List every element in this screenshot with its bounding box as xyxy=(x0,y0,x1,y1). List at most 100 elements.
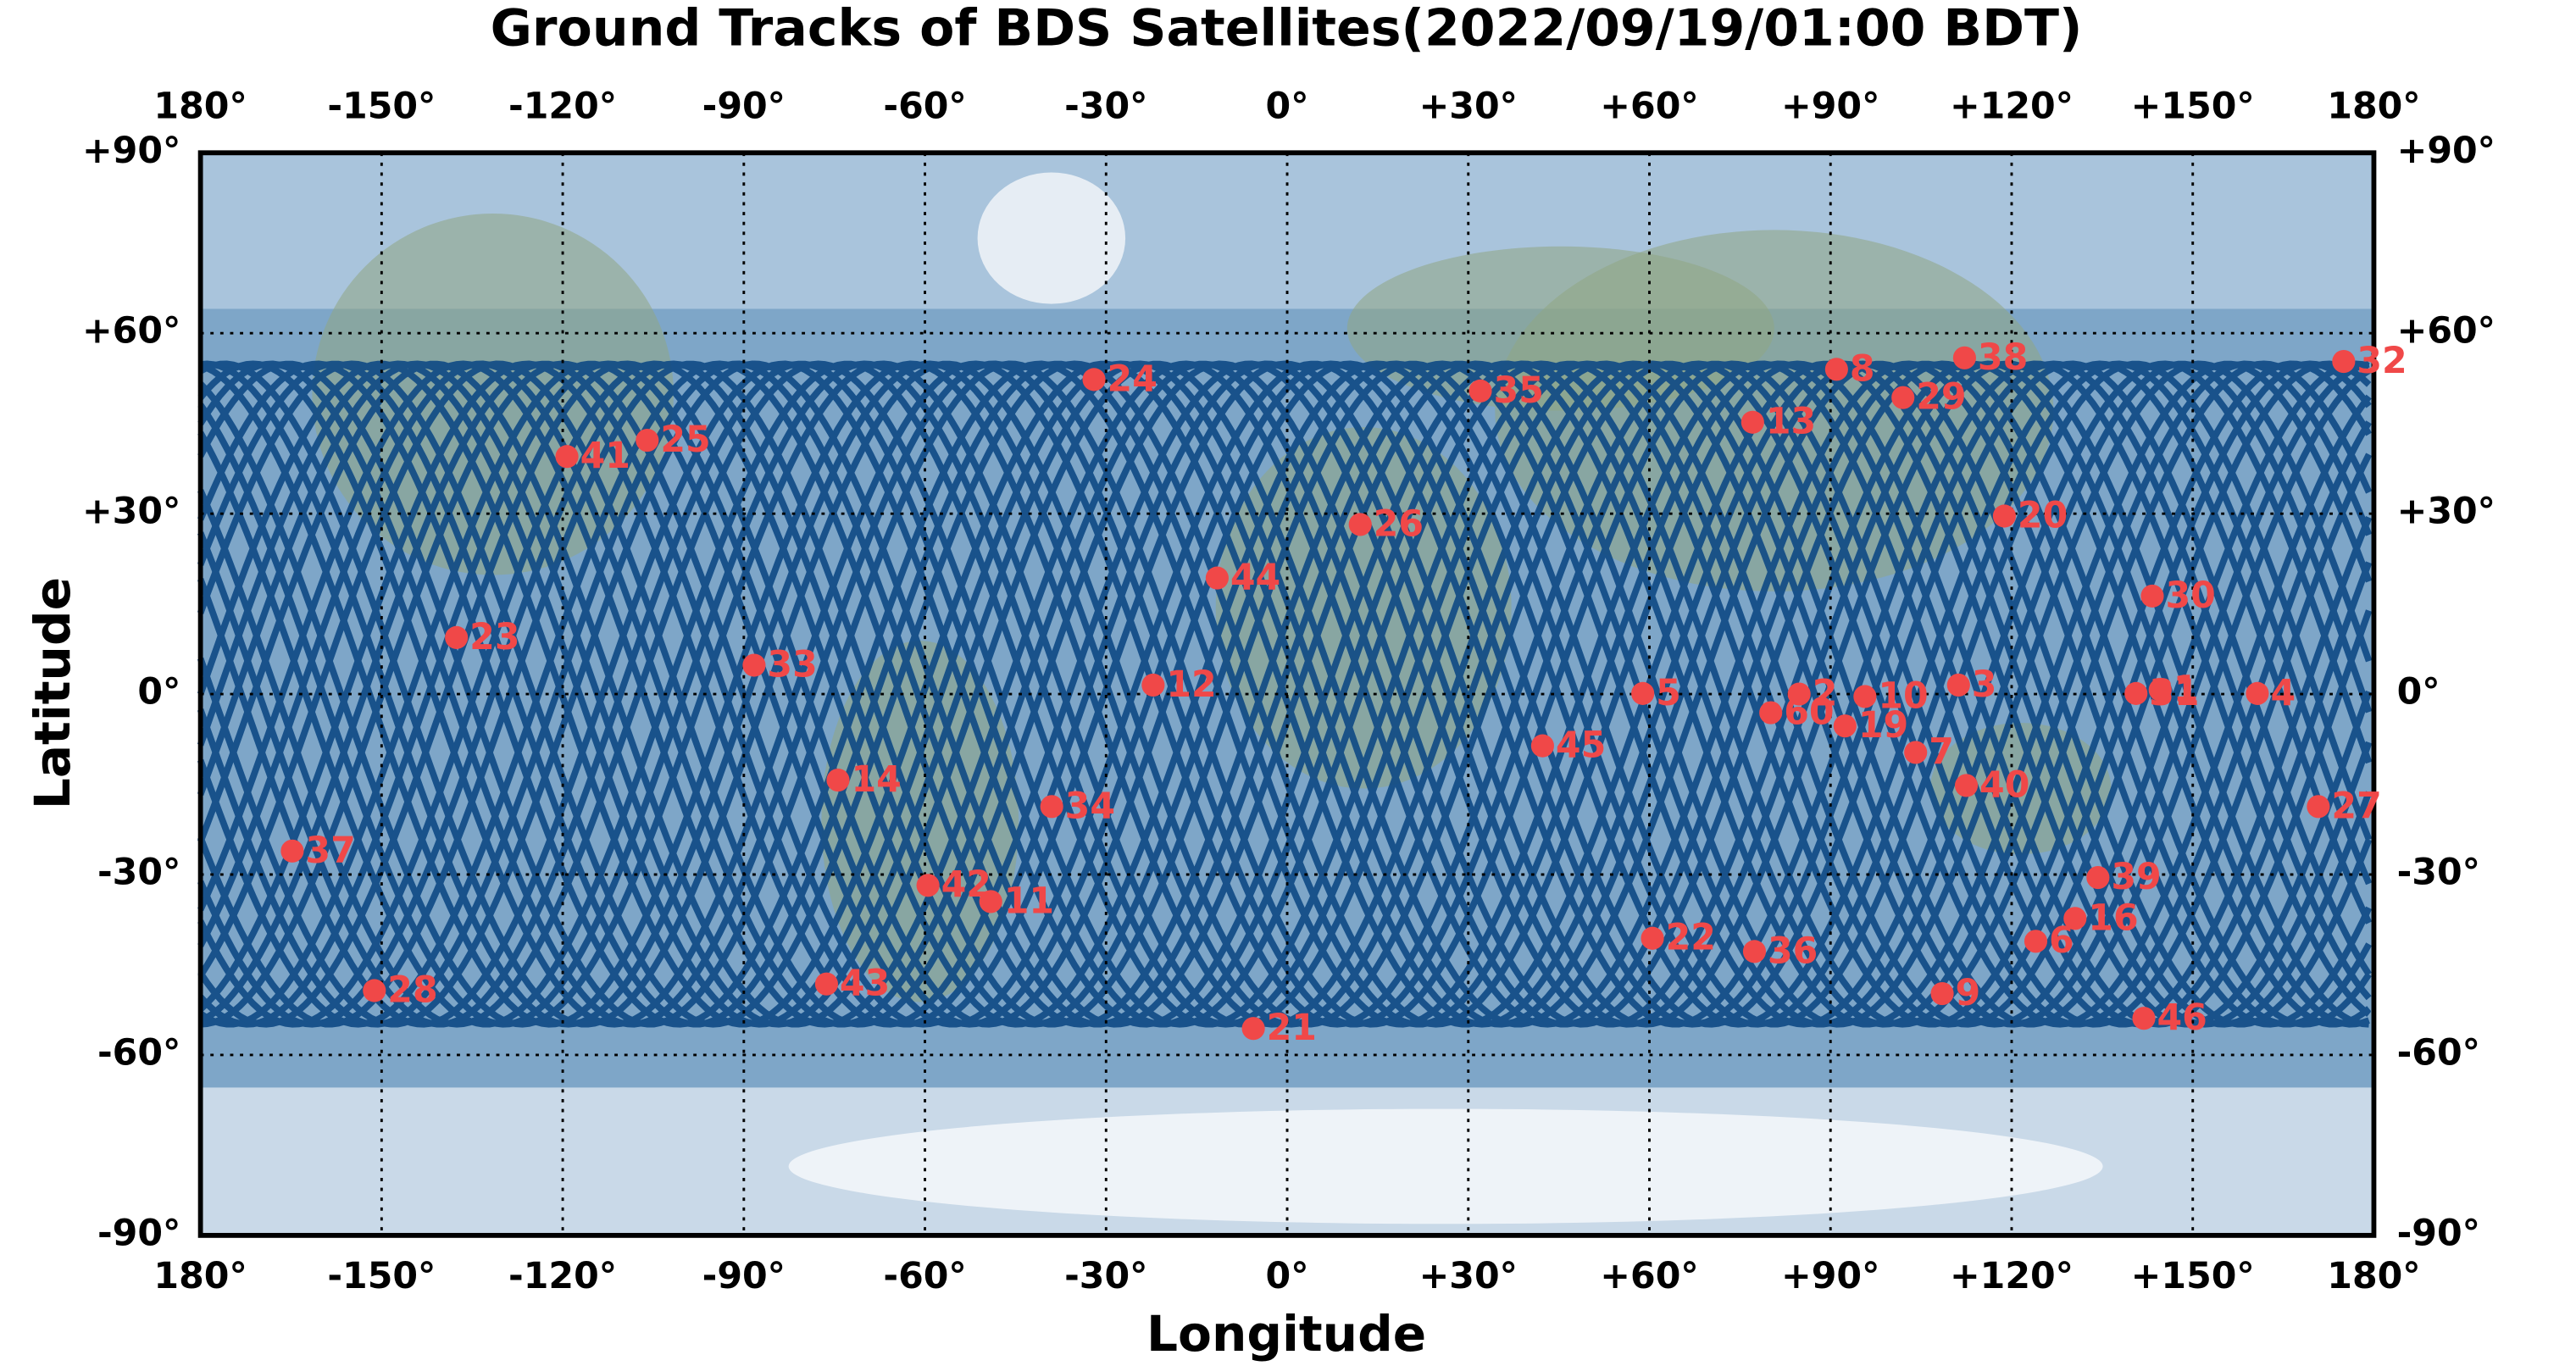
y-tick-label-right: +90° xyxy=(2397,130,2496,172)
satellite-label: 13 xyxy=(1766,401,1816,443)
satellite-label: 7 xyxy=(1929,730,1954,773)
satellite-point xyxy=(2024,930,2048,953)
x-tick-label: 180° xyxy=(153,1255,247,1297)
satellite-point xyxy=(2063,907,2087,930)
satellite-point xyxy=(979,890,1002,913)
ground-track xyxy=(197,360,2372,1028)
x-tick-label: +30° xyxy=(1419,1255,1518,1297)
ground-track xyxy=(200,360,2370,1028)
satellite-label: 29 xyxy=(1916,376,1966,419)
satellite-label: 12 xyxy=(1166,664,1216,706)
x-tick-label: 0° xyxy=(1266,1255,1309,1297)
x-tick-label-top: -150° xyxy=(327,85,436,127)
satellite-label: 16 xyxy=(2088,897,2138,939)
satellite-point xyxy=(1141,673,1165,697)
ground-track xyxy=(197,360,2373,1028)
satellite-point xyxy=(1946,673,1970,697)
x-tick-label: +60° xyxy=(1600,1255,1698,1297)
satellite-point xyxy=(1082,368,1106,391)
satellite-point xyxy=(280,839,304,863)
y-tick-label-right: -30° xyxy=(2397,852,2480,894)
ground-track xyxy=(198,360,2370,1028)
satellite-point xyxy=(742,653,766,677)
ground-track xyxy=(197,360,2373,1028)
greenland xyxy=(977,172,1126,304)
ground-track xyxy=(197,360,2373,1028)
x-axis-label: Longitude xyxy=(1146,1305,1426,1363)
satellite-point xyxy=(2132,1007,2156,1030)
ground-track xyxy=(197,360,2373,1028)
satellite-label: 14 xyxy=(851,758,901,801)
y-tick-label-right: +30° xyxy=(2397,491,2496,533)
satellite-point xyxy=(2246,681,2269,705)
satellite-point xyxy=(1891,386,1915,409)
y-tick-label: -30° xyxy=(97,852,180,894)
x-tick-label: -30° xyxy=(1064,1255,1147,1297)
ground-track xyxy=(198,360,2371,1028)
satellite-point xyxy=(2332,350,2356,374)
satellite-label: 10 xyxy=(1878,675,1928,717)
ground-track xyxy=(197,360,2373,1028)
satellite-point xyxy=(1930,981,1954,1006)
x-tick-label: -60° xyxy=(883,1255,966,1297)
ground-track xyxy=(200,360,2369,1028)
y-axis-label: Latitude xyxy=(24,577,81,809)
satellite-point xyxy=(1468,379,1492,403)
satellite-point xyxy=(1954,774,1979,797)
ground-track xyxy=(197,360,2373,1028)
y-tick-label: +90° xyxy=(82,130,180,172)
satellite-label: 44 xyxy=(1230,557,1280,599)
ground-track xyxy=(197,360,2373,1028)
satellite-label: 20 xyxy=(2018,494,2068,536)
satellite-point xyxy=(1040,795,1063,819)
antarctica xyxy=(788,1108,2103,1224)
satellite-point xyxy=(1853,685,1877,708)
chart-title: Ground Tracks of BDS Satellites(2022/09/… xyxy=(491,0,2083,58)
x-tick-label: +150° xyxy=(2131,1255,2255,1297)
satellite-label: 8 xyxy=(1850,347,1875,390)
satellite-point xyxy=(1833,714,1857,738)
satellite-point xyxy=(1759,701,1783,725)
satellite-label: 33 xyxy=(767,643,817,686)
satellite-point xyxy=(2307,795,2330,819)
x-tick-label-top: -30° xyxy=(1064,85,1147,127)
x-tick-label: -90° xyxy=(702,1255,786,1297)
satellite-point xyxy=(1205,566,1229,590)
satellite-point xyxy=(1241,1017,1265,1041)
y-tick-label-right: -90° xyxy=(2397,1212,2480,1254)
satellite-label: 38 xyxy=(1978,336,2028,379)
satellite-label: 21 xyxy=(1267,1007,1317,1049)
x-tick-label-top: +150° xyxy=(2131,85,2255,127)
ground-track xyxy=(197,360,2372,1028)
ground-track xyxy=(197,360,2373,1028)
satellite-label: 60 xyxy=(1784,691,1834,734)
satellite-label: 25 xyxy=(660,419,710,461)
satellite-label: 4 xyxy=(2270,672,2296,714)
satellite-point xyxy=(1530,734,1554,758)
y-tick-label: -90° xyxy=(97,1212,180,1254)
satellite-label: 41 xyxy=(580,435,630,477)
x-tick-label-top: -90° xyxy=(702,85,786,127)
satellite-point xyxy=(1904,741,1928,764)
y-tick-label: +60° xyxy=(82,310,180,353)
x-tick-label-top: 180° xyxy=(153,85,247,127)
x-tick-label-top: 180° xyxy=(2327,85,2420,127)
satellite-point xyxy=(445,625,469,649)
y-tick-label-right: 0° xyxy=(2397,671,2440,714)
satellite-point xyxy=(1348,513,1372,536)
x-tick-label: -150° xyxy=(327,1255,436,1297)
ground-track xyxy=(198,360,2372,1028)
x-tick-label-top: +60° xyxy=(1600,85,1698,127)
satellite-point xyxy=(1952,346,1976,369)
ground-track xyxy=(197,360,2373,1028)
x-tick-label: +120° xyxy=(1950,1255,2074,1297)
satellite-label: 46 xyxy=(2157,997,2207,1039)
y-tick-label-right: +60° xyxy=(2397,310,2496,353)
satellite-label: 5 xyxy=(1656,672,1681,714)
satellite-point xyxy=(1740,410,1764,434)
satellite-point xyxy=(1631,681,1655,705)
ground-track xyxy=(197,360,2373,1028)
satellite-label: 23 xyxy=(469,616,519,658)
satellite-label: 35 xyxy=(1494,369,1544,412)
